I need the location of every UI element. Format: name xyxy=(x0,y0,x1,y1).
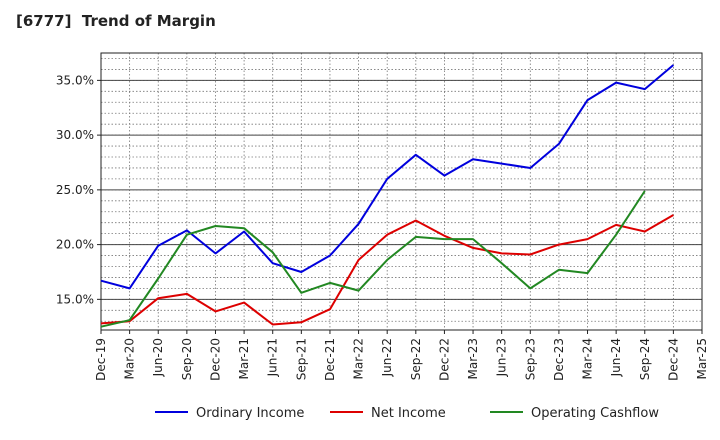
y-tick-label: 20.0% xyxy=(56,238,94,252)
x-tick-label: Mar-21 xyxy=(237,338,251,379)
series-line-ordinary-income xyxy=(100,64,675,290)
x-tick-label: Sep-21 xyxy=(294,338,308,380)
x-tick-label: Dec-20 xyxy=(208,338,222,381)
x-tick-label: Dec-23 xyxy=(552,338,566,381)
y-tick-label: 15.0% xyxy=(56,292,94,306)
x-tick-label: Jun-24 xyxy=(609,338,623,377)
x-tick-label: Sep-20 xyxy=(180,338,194,380)
plot-frame xyxy=(100,52,703,331)
x-tick-label: Jun-22 xyxy=(380,338,394,377)
x-tick-label: Mar-23 xyxy=(466,338,480,379)
x-tick-label: Jun-20 xyxy=(151,338,165,377)
x-tick-label: Jun-21 xyxy=(266,338,280,377)
x-tick-label: Mar-20 xyxy=(123,338,137,379)
y-tick-label: 35.0% xyxy=(56,73,94,87)
legend: Ordinary Income Net Income Operating Cashf… xyxy=(155,406,659,421)
x-tick-label: Dec-24 xyxy=(666,338,680,381)
legend-label: Operating Cashflow xyxy=(531,406,659,421)
x-tick-label: Sep-22 xyxy=(409,338,423,380)
y-tick-label: 25.0% xyxy=(56,183,94,197)
series-line-operating-cashflow xyxy=(100,190,646,328)
x-tick-label: Sep-24 xyxy=(638,338,652,380)
x-tick-label: Mar-25 xyxy=(695,338,709,379)
legend-label: Net Income xyxy=(371,406,446,421)
chart-title: [6777] Trend of Margin xyxy=(16,12,216,30)
grid-lines xyxy=(100,53,703,330)
x-tick-label: Mar-24 xyxy=(581,338,595,379)
x-tick-label: Jun-23 xyxy=(495,338,509,377)
x-tick-label: Dec-19 xyxy=(94,338,108,381)
x-tick-label: Dec-21 xyxy=(323,338,337,381)
x-tick-label: Mar-22 xyxy=(352,338,366,379)
x-tick-label: Sep-23 xyxy=(523,338,537,380)
y-tick-label: 30.0% xyxy=(56,128,94,142)
series-lines xyxy=(100,64,675,328)
x-tick-label: Dec-22 xyxy=(437,338,451,381)
legend-label: Ordinary Income xyxy=(196,406,304,421)
axes: 15.0% 20.0% 25.0% 30.0% 35.0% Dec-19 Mar-20 Jun… xyxy=(56,52,709,381)
series-line-net-income xyxy=(100,214,674,326)
